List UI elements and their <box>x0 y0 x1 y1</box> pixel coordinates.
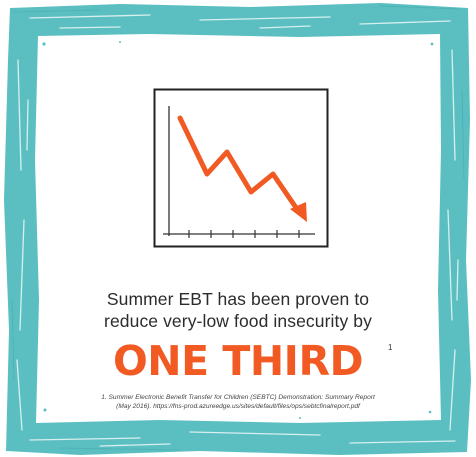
headline-line-2: reduce very-low food insecurity by <box>104 311 372 331</box>
footnote-line-2: (May 2016). https://fns-prod.azureedge.u… <box>116 403 360 410</box>
one-third-highlight: ONE THIRD <box>112 337 364 385</box>
trend-line <box>177 115 302 215</box>
downward-trend-chart-icon <box>153 88 329 248</box>
x-axis-ticks <box>188 230 300 238</box>
headline-line-1: Summer EBT has been proven to <box>106 289 370 309</box>
trend-arrowhead <box>290 202 307 222</box>
footnote-marker: 1 <box>388 343 393 352</box>
chart-frame <box>153 88 329 248</box>
footnote-line-1: 1. Summer Electronic Benefit Transfer fo… <box>101 394 375 401</box>
